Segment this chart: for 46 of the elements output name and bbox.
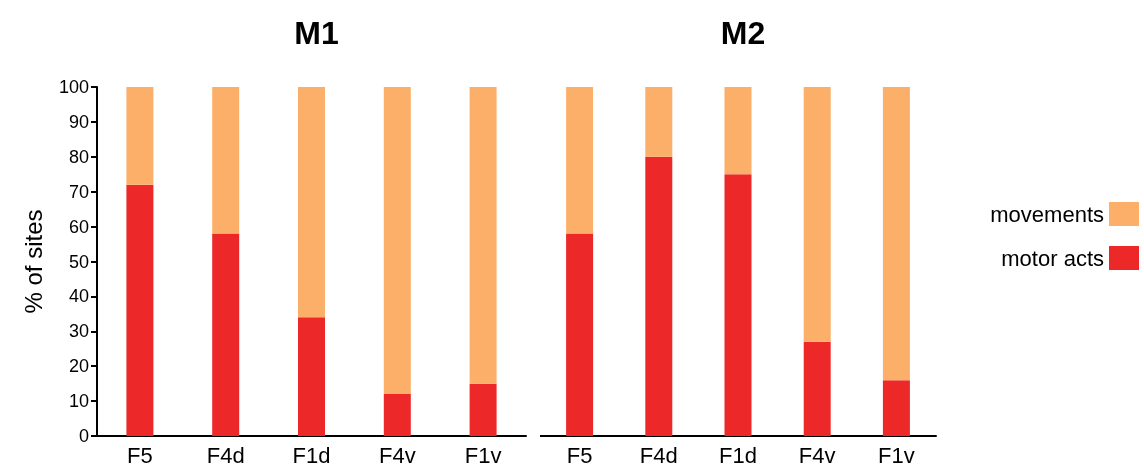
chart-title: M1 (294, 15, 339, 51)
bar (298, 317, 325, 436)
bar (126, 87, 154, 185)
x-tick-label: F1v (464, 442, 502, 468)
y-tick-label: 90 (68, 111, 89, 132)
bar (383, 394, 411, 436)
x-tick-label: F1v (878, 442, 915, 468)
y-tick-label: 20 (68, 356, 89, 377)
y-tick-label: 50 (68, 251, 89, 272)
bar (724, 87, 752, 175)
y-axis-title: % of sites (19, 209, 47, 314)
bar (298, 87, 325, 318)
x-tick-label: F1d (292, 442, 331, 468)
y-tick-label: 30 (68, 321, 89, 342)
y-tick-label: 60 (68, 216, 89, 237)
x-tick-label: F1d (719, 442, 757, 468)
y-tick-label: 70 (68, 181, 89, 202)
bar (469, 87, 497, 384)
chart-title: M2 (720, 15, 766, 51)
y-tick-label: 80 (68, 146, 89, 167)
y-tick-label: 0 (78, 426, 89, 446)
bar (212, 233, 240, 436)
bar (882, 380, 910, 436)
legend-label: movements (990, 201, 1104, 227)
bar (803, 87, 831, 342)
x-tick-label: F5 (127, 442, 153, 468)
bar (383, 87, 411, 395)
bar (126, 184, 154, 436)
bar (566, 87, 594, 234)
y-tick-label: 100 (58, 77, 89, 97)
y-tick-label: 10 (68, 391, 89, 412)
bar (566, 233, 594, 436)
x-tick-label: F4d (206, 442, 245, 468)
legend-label: motor acts (1001, 245, 1104, 271)
bar (469, 383, 497, 436)
bar (645, 156, 673, 436)
y-tick-label: 40 (68, 286, 89, 307)
bar (212, 87, 240, 234)
bar (882, 87, 910, 381)
x-tick-label: F5 (566, 442, 593, 468)
x-tick-label: F4v (798, 442, 836, 468)
x-tick-label: F4d (639, 442, 678, 468)
bar (645, 87, 673, 157)
bar (724, 174, 752, 436)
x-tick-label: F4v (378, 442, 416, 468)
bar (803, 341, 831, 436)
